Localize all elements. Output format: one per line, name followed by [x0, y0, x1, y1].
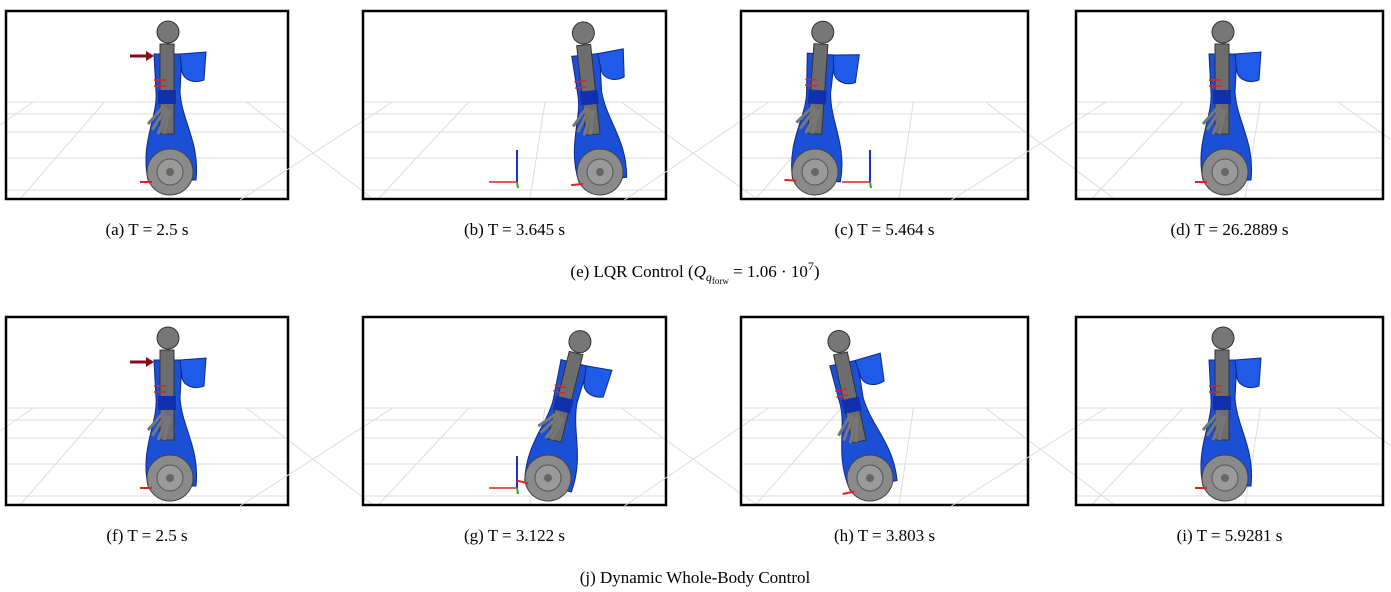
wheel-center [166, 474, 174, 482]
robot [140, 327, 206, 501]
subfigure-caption: (g) T = 3.122 s [464, 526, 565, 545]
floor-line [240, 408, 393, 506]
axis-y [517, 488, 518, 494]
math-rest: = 1.06 · 10 [729, 262, 808, 281]
force-arrow-head [146, 357, 154, 367]
robot [140, 21, 206, 195]
subfigure [624, 317, 1115, 507]
caption-close: ) [814, 262, 820, 281]
subfigure-caption: (h) T = 3.803 s [834, 526, 935, 545]
robot-head [157, 21, 179, 43]
subfigure-caption: (i) T = 5.9281 s [1177, 526, 1283, 545]
subfigure [240, 11, 759, 200]
floor-line [899, 102, 913, 200]
math-subsub: forw [712, 276, 729, 286]
floor-line [377, 102, 469, 200]
robot-head [811, 20, 834, 43]
row-caption: (e) LQR Control (Qqforw = 1.06 · 107) [570, 259, 819, 286]
robot [513, 324, 619, 509]
robot-wrist [158, 90, 176, 104]
robot [1195, 21, 1261, 195]
robot-shoulder [1235, 358, 1261, 388]
floor-line [986, 102, 1116, 200]
axis-y [517, 182, 518, 188]
subfigure [0, 317, 374, 506]
floor-line [899, 408, 913, 506]
floor-line [246, 102, 374, 200]
robot-wrist [158, 396, 176, 410]
robot-wrist [1213, 90, 1231, 104]
robot-wrist [579, 90, 598, 106]
floor-line [246, 408, 374, 506]
floor-line [621, 102, 758, 200]
robot-head [567, 328, 594, 355]
robot [809, 323, 910, 507]
floor-line [240, 102, 393, 200]
robot [554, 18, 638, 198]
floor-line [624, 408, 769, 506]
robot [1195, 327, 1261, 501]
robot-shoulder [180, 52, 206, 82]
subfigure [624, 11, 1115, 200]
subfigure-frame [363, 317, 666, 505]
robot-head [571, 21, 595, 45]
robot-shoulder [1235, 52, 1261, 82]
floor-line [19, 408, 104, 506]
figure: (a) T = 2.5 s (b) T = 3.645 s (c) T = 5.46… [0, 0, 1391, 592]
wheel-center [166, 168, 174, 176]
robot-head [157, 327, 179, 349]
subfigure-caption: (c) T = 5.464 s [834, 220, 934, 239]
frame-x [571, 184, 583, 185]
robot [783, 19, 861, 197]
subfigure-caption: (a) T = 2.5 s [105, 220, 188, 239]
floor-line [1090, 102, 1183, 200]
force-arrow-head [146, 51, 154, 61]
subfigure [0, 11, 374, 200]
floor-line [377, 408, 469, 506]
row-caption: (j) Dynamic Whole-Body Control [580, 568, 811, 587]
robot-wrist [1213, 396, 1231, 410]
axis-y [870, 182, 871, 188]
floor-line [621, 408, 758, 506]
robot-shoulder [180, 358, 206, 388]
frame-x [784, 180, 796, 181]
floor-line [986, 408, 1116, 506]
subfigure-caption: (d) T = 26.2889 s [1170, 220, 1288, 239]
math-base: Q [694, 262, 706, 281]
robot-head [826, 328, 852, 354]
subfigure [951, 11, 1391, 200]
subfigure-caption: (b) T = 3.645 s [464, 220, 565, 239]
wheel-center [1221, 168, 1229, 176]
caption-text: (j) Dynamic Whole-Body Control [580, 568, 811, 587]
subfigure [951, 317, 1391, 506]
wheel-center [1221, 474, 1229, 482]
robot-shoulder [597, 49, 626, 81]
subfigure-frame [741, 11, 1028, 199]
robot-shoulder [831, 53, 859, 84]
floor-line [754, 408, 841, 506]
floor-line [624, 102, 769, 200]
subfigure [240, 317, 759, 509]
subfigure-caption: (f) T = 2.5 s [106, 526, 187, 545]
floor-line [530, 102, 545, 200]
robot-head [1212, 327, 1234, 349]
floor-line [19, 102, 104, 200]
floor-line [1090, 408, 1183, 506]
robot-head [1212, 21, 1234, 43]
robot-wrist [808, 89, 827, 104]
caption-text: (e) LQR Control ( [570, 262, 694, 281]
